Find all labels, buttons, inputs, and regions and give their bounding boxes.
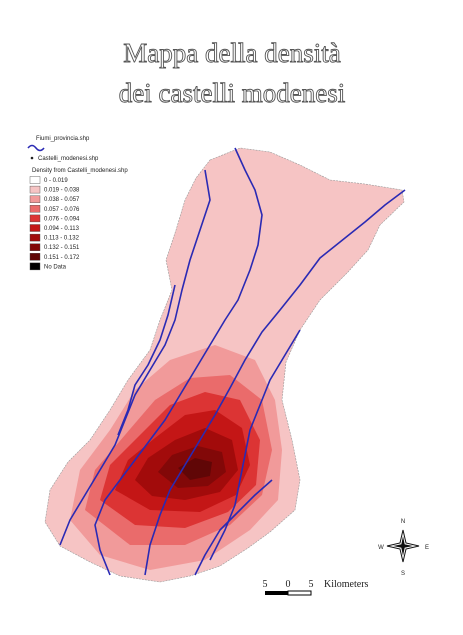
legend-swatch bbox=[29, 262, 41, 271]
legend-label: No Data bbox=[44, 264, 67, 270]
legend-swatch bbox=[29, 176, 41, 184]
compass-label: E bbox=[425, 545, 429, 551]
point-symbol bbox=[30, 156, 34, 160]
legend-label: 0.019 - 0.038 bbox=[44, 188, 80, 194]
legend-label: 0.132 - 0.151 bbox=[44, 245, 80, 251]
legend-label: 0 - 0.019 bbox=[44, 178, 68, 184]
river bbox=[59, 169, 211, 546]
compass-label: N bbox=[401, 519, 405, 525]
river bbox=[117, 284, 176, 436]
legend-swatch bbox=[29, 185, 41, 194]
legend-title: Density from Castelli_modenesi.shp bbox=[32, 168, 128, 174]
legend-label: Fiumi_provincia.shp bbox=[36, 136, 90, 142]
legend-swatch bbox=[29, 195, 41, 203]
scale-segment bbox=[287, 590, 312, 596]
legend-swatch bbox=[29, 253, 41, 261]
legend-swatch bbox=[29, 233, 41, 242]
scale-segment bbox=[265, 591, 288, 595]
scale-label: 5 bbox=[309, 579, 314, 590]
scale-label: 0 bbox=[286, 579, 291, 590]
scale-bar bbox=[265, 590, 312, 596]
river bbox=[144, 189, 406, 576]
legend-label: 0.094 - 0.113 bbox=[44, 226, 80, 232]
compass-label: S bbox=[401, 571, 405, 577]
legend-label: Castelli_modenesi.shp bbox=[38, 156, 99, 162]
legend-label: 0.038 - 0.057 bbox=[44, 197, 80, 203]
legend-swatch bbox=[29, 205, 41, 213]
legend-label: 0.076 - 0.094 bbox=[44, 216, 80, 222]
legend-label: 0.113 - 0.132 bbox=[44, 236, 80, 242]
legend-label: 0.057 - 0.076 bbox=[44, 207, 80, 213]
legend-swatch bbox=[29, 214, 41, 223]
river bbox=[194, 479, 273, 576]
title-line: Mappa della densità bbox=[123, 38, 340, 68]
legend-swatch bbox=[29, 224, 41, 232]
compass-label: W bbox=[378, 545, 384, 551]
legend: Fiumi_provincia.shp Castelli_modenesi.sh… bbox=[27, 136, 128, 174]
legend-label: 0.151 - 0.172 bbox=[44, 255, 80, 261]
scale-unit: Kilometers bbox=[324, 579, 369, 590]
map bbox=[44, 147, 406, 583]
scale-label: 5 bbox=[263, 579, 268, 590]
legend-swatch bbox=[29, 243, 41, 251]
river bbox=[209, 329, 301, 561]
compass bbox=[386, 529, 420, 563]
title-line: dei castelli modenesi bbox=[119, 78, 345, 108]
river bbox=[94, 147, 263, 576]
river-symbol bbox=[27, 144, 45, 152]
